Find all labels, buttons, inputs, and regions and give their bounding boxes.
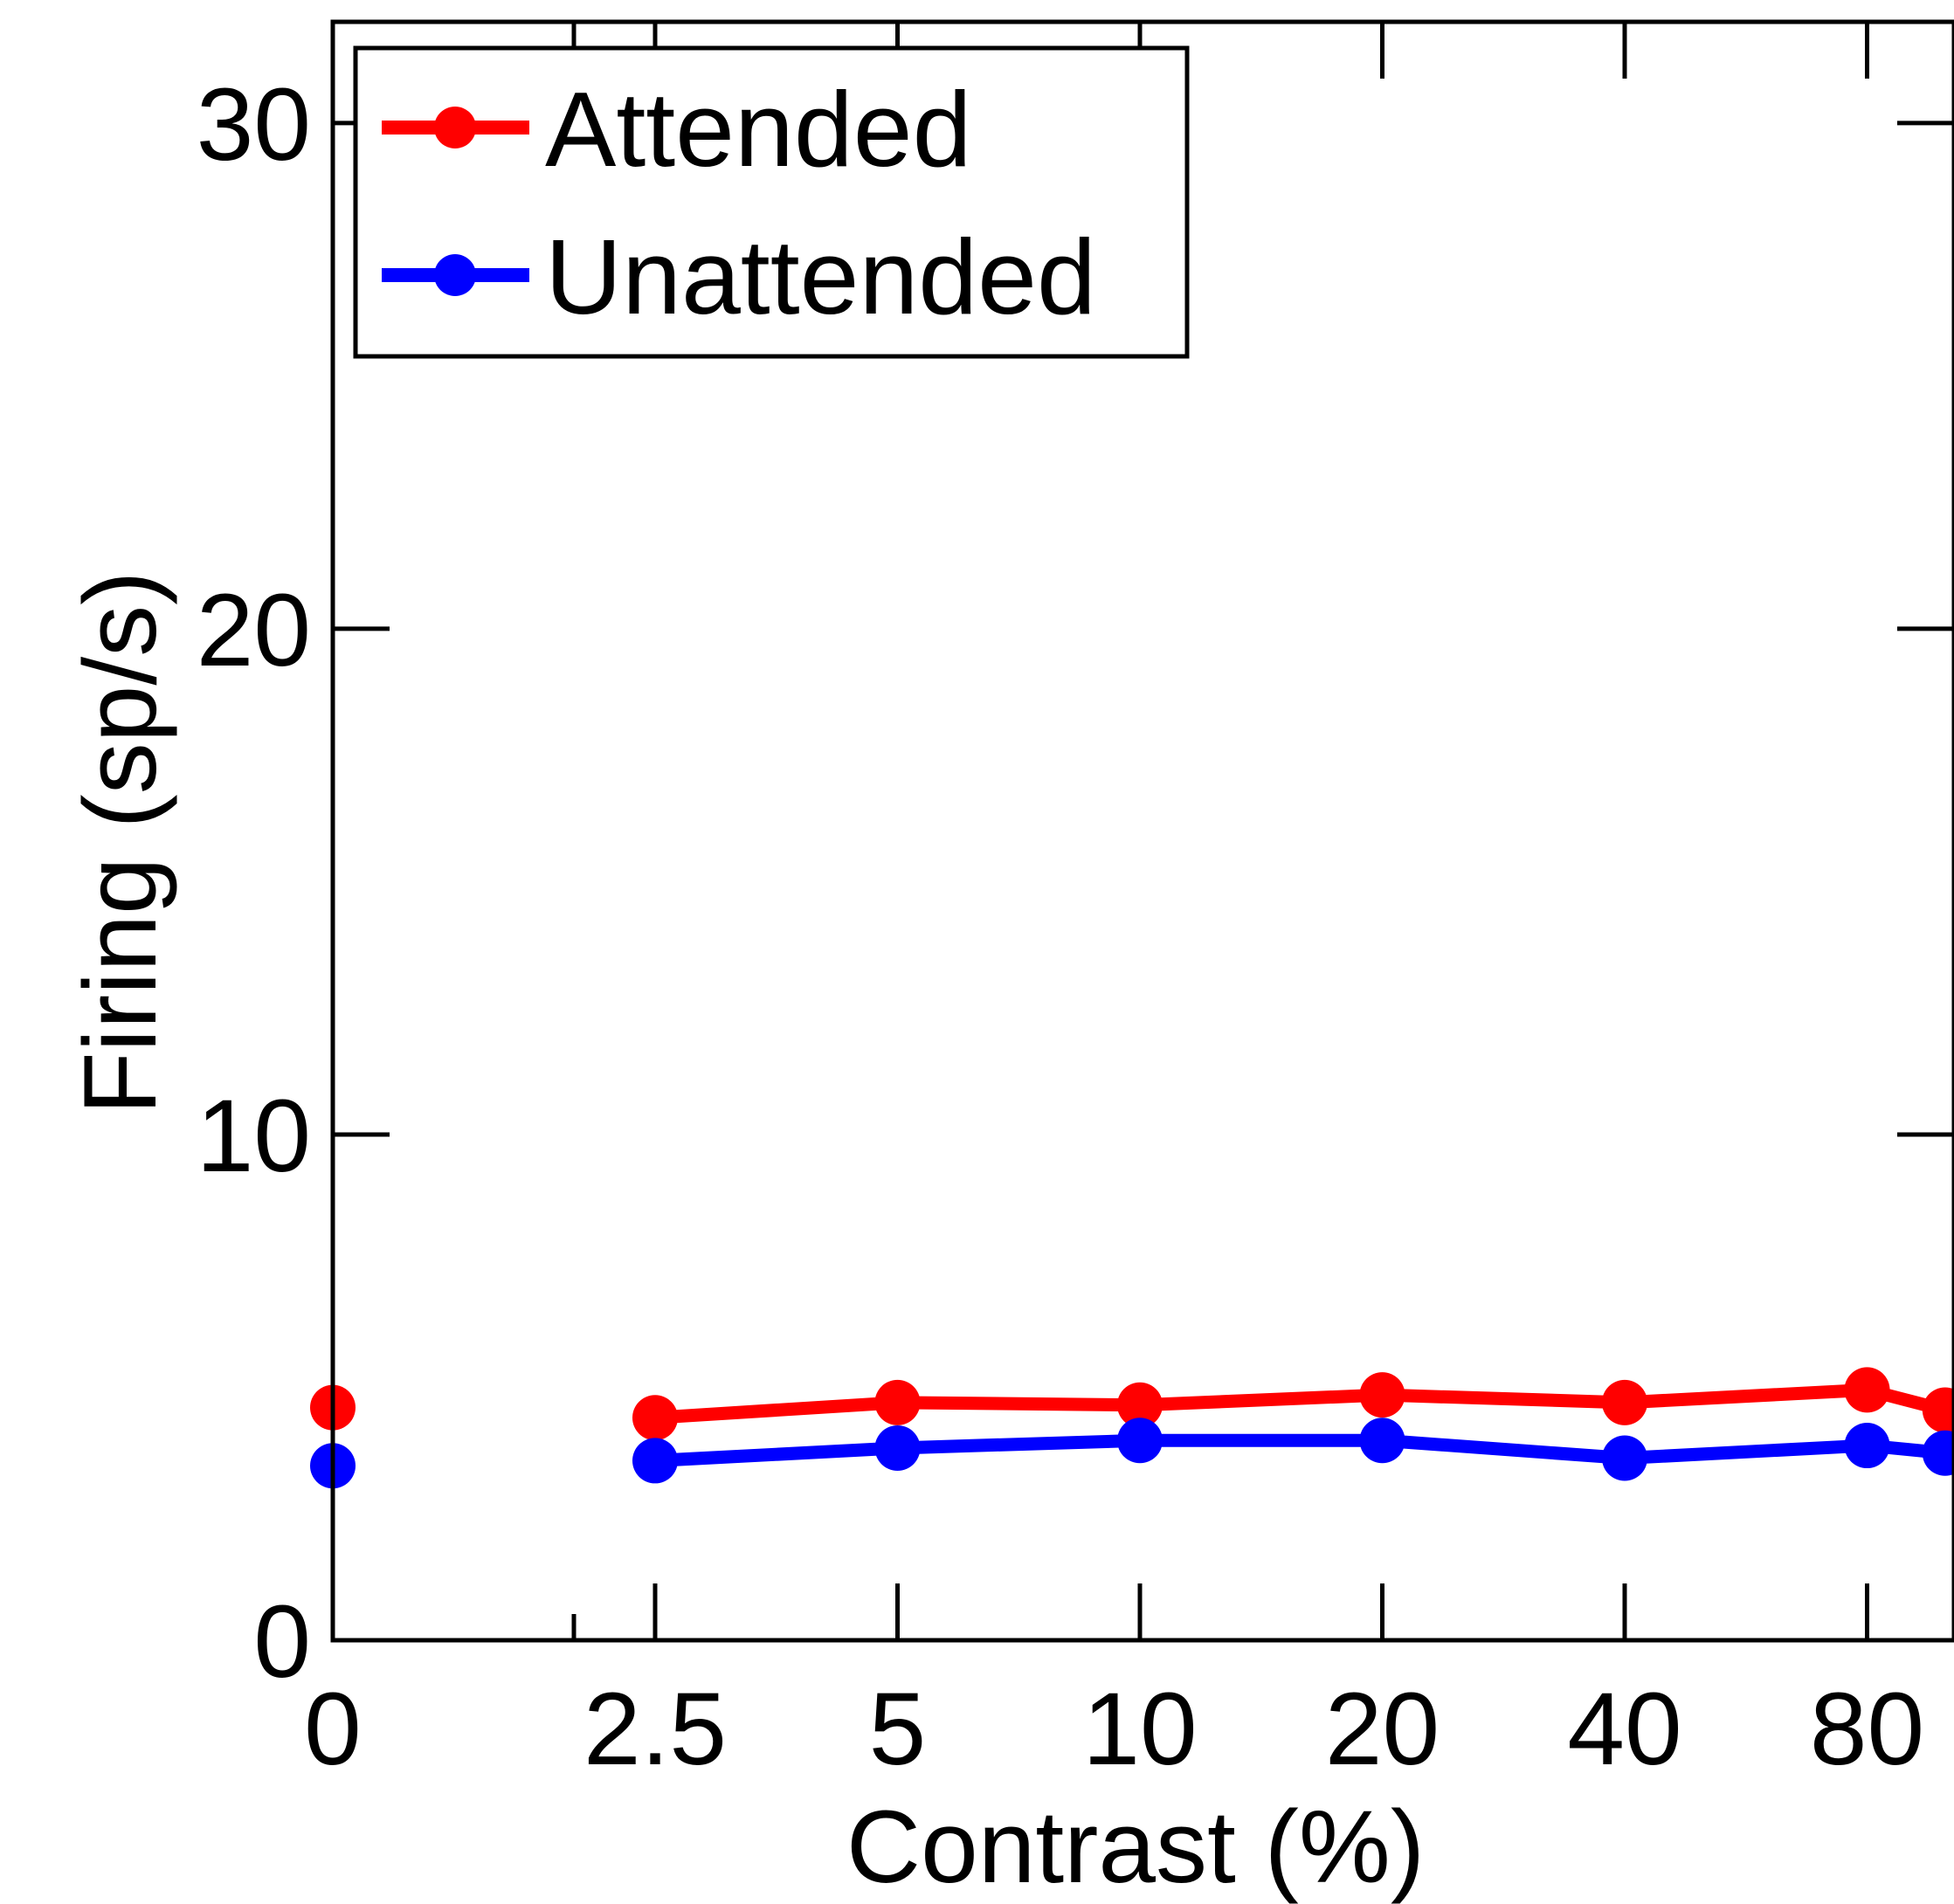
x-tick-label: 0 bbox=[304, 1672, 362, 1787]
legend-unattended-marker bbox=[434, 254, 476, 296]
data-point bbox=[874, 1379, 921, 1425]
series-attended bbox=[310, 1367, 1954, 1441]
y-axis-title: Firing (sp/s) bbox=[63, 571, 178, 1115]
y-tick-label: 0 bbox=[253, 1584, 311, 1700]
x-tick-label: 10 bbox=[1082, 1672, 1197, 1787]
y-tick-label: 20 bbox=[197, 573, 311, 688]
data-point bbox=[874, 1425, 921, 1471]
data-point bbox=[1117, 1382, 1163, 1428]
data-point bbox=[1117, 1418, 1163, 1464]
data-point bbox=[632, 1395, 678, 1441]
data-point bbox=[1602, 1379, 1647, 1425]
y-tick-label: 10 bbox=[197, 1079, 311, 1194]
data-point bbox=[1922, 1387, 1954, 1433]
x-tick-label: 20 bbox=[1325, 1672, 1440, 1787]
series-unattended bbox=[310, 1418, 1954, 1489]
x-tick-label: 2.5 bbox=[583, 1672, 727, 1787]
plot-frame bbox=[330, 19, 1954, 1643]
data-point bbox=[1602, 1435, 1647, 1481]
data-point bbox=[1844, 1367, 1890, 1413]
data-point bbox=[1844, 1423, 1890, 1469]
series-line bbox=[654, 1433, 1946, 1467]
data-point bbox=[1359, 1372, 1405, 1418]
legend-attended-label: Attended bbox=[545, 70, 971, 189]
y-tick-label: 30 bbox=[197, 67, 311, 183]
x-tick-label: 5 bbox=[869, 1672, 927, 1787]
data-point bbox=[632, 1438, 678, 1484]
data-point bbox=[1922, 1430, 1954, 1476]
data-point bbox=[1359, 1418, 1405, 1464]
series-layer bbox=[310, 1367, 1954, 1489]
legend-unattended-label: Unattended bbox=[545, 217, 1096, 336]
x-tick-label: 40 bbox=[1567, 1672, 1681, 1787]
x-axis-title: Contrast (%) bbox=[846, 1790, 1425, 1904]
tick-labels: 0 2.5 5 10 20 40 80 0 10 20 30 bbox=[197, 67, 1924, 1787]
legend-attended-marker bbox=[434, 107, 476, 148]
legend-box bbox=[353, 45, 1190, 359]
x-tick-label: 80 bbox=[1810, 1672, 1924, 1787]
series-line bbox=[654, 1383, 1947, 1425]
legend: Attended Unattended bbox=[353, 45, 1190, 359]
